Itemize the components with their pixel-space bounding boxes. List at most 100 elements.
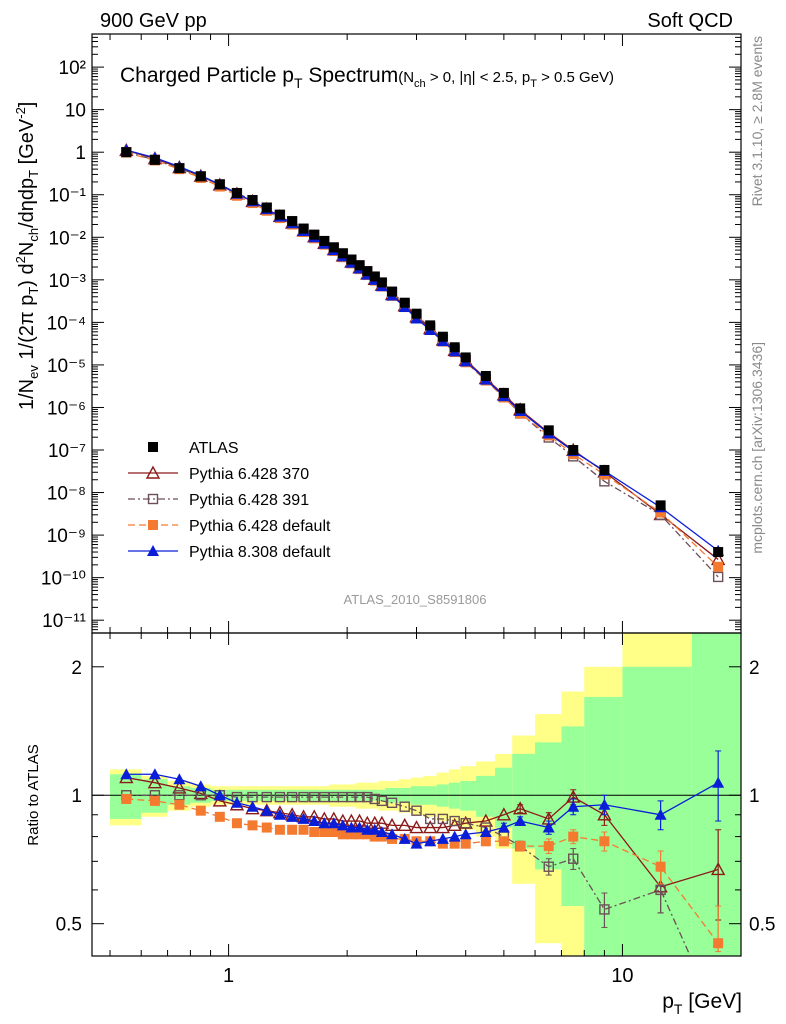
ratio-point <box>515 841 526 852</box>
ratio-point <box>261 791 272 803</box>
legend-marker <box>145 465 161 479</box>
ratio-point <box>712 776 725 788</box>
atlas-point <box>287 216 298 227</box>
ratio-point <box>655 861 666 872</box>
atlas-point <box>174 163 185 174</box>
ratio-point <box>713 938 724 949</box>
ratio-point <box>194 780 207 792</box>
atlas-point <box>599 464 610 475</box>
ratio-point <box>274 824 285 835</box>
main-line <box>126 151 719 568</box>
ratio-point <box>195 805 206 816</box>
ratio-line <box>126 776 719 888</box>
ratio-ylabel: Ratio to ATLAS <box>25 744 42 845</box>
ratio-point <box>543 841 554 852</box>
ratio-point <box>435 820 451 834</box>
y-tick-label: 10⁻⁷ <box>48 441 86 462</box>
ratio-point <box>410 837 423 849</box>
ratio-point <box>397 817 412 832</box>
main-point <box>712 571 724 583</box>
x-tick-label: 1 <box>223 965 234 987</box>
ratio-point <box>346 829 357 840</box>
ratio-y-tick-label-right: 2 <box>749 658 760 679</box>
ratio-point <box>149 795 160 806</box>
ratio-point <box>120 768 133 780</box>
ratio-point <box>497 821 510 833</box>
atlas-point <box>214 179 225 190</box>
ratio-point <box>148 768 161 780</box>
ratio-point <box>423 820 438 834</box>
ratio-y-tick-label-right: 0.5 <box>749 915 775 936</box>
ratio-point <box>460 817 471 829</box>
ratio-y-tick-label: 1 <box>71 786 82 807</box>
ratio-point <box>369 793 380 805</box>
x-axis-label: pT [GeV] <box>662 990 742 1017</box>
atlas-point <box>437 331 448 342</box>
atlas-point <box>713 547 724 558</box>
ratio-point <box>654 808 667 820</box>
legend-label: Pythia 8.308 default <box>189 544 331 561</box>
ratio-point <box>308 815 321 827</box>
ratio-point <box>369 831 380 842</box>
stat-band <box>622 666 692 956</box>
y-tick-label: 10⁻¹⁰ <box>41 569 86 590</box>
ratio-point <box>398 832 411 844</box>
legend-label: Pythia 6.428 370 <box>189 466 309 483</box>
atlas-point <box>309 229 320 240</box>
ratio-point <box>172 780 187 794</box>
ratio-point <box>710 861 726 876</box>
atlas-point <box>337 248 348 259</box>
legend-marker <box>148 442 158 452</box>
x-tick-label: 10 <box>611 965 633 987</box>
ratio-point <box>368 823 381 835</box>
ratio-point <box>424 835 437 847</box>
y-tick-label: 10⁻⁸ <box>47 484 86 505</box>
ratio-point <box>318 817 331 829</box>
ratio-point <box>309 791 320 803</box>
stat-band <box>561 726 585 907</box>
atlas-point <box>247 195 258 206</box>
ratio-point <box>327 817 340 829</box>
y-tick-label: 10⁻⁴ <box>47 313 86 334</box>
ratio-point <box>286 810 299 822</box>
ratio-point <box>496 807 512 821</box>
ratio-point <box>174 799 185 810</box>
ratio-point <box>286 791 298 803</box>
y-tick-label: 10⁻⁹ <box>47 526 86 547</box>
ratio-point <box>173 773 186 785</box>
ratio-point <box>147 775 163 789</box>
atlas-point <box>231 187 242 198</box>
ratio-point <box>424 813 436 825</box>
ratio-point <box>376 795 388 807</box>
y-tick-label: 10⁻¹¹ <box>42 611 86 632</box>
ratio-point <box>354 791 365 803</box>
atlas-point <box>149 154 160 165</box>
stat-band <box>584 696 623 956</box>
side-text-bottom: mcplots.cern.ch [arXiv:1306.3436] <box>749 342 765 554</box>
header-right: Soft QCD <box>647 10 733 32</box>
ratio-point <box>437 813 449 825</box>
ratio-point <box>273 808 286 820</box>
ratio-point <box>399 801 410 812</box>
stat-band <box>460 780 477 811</box>
y-tick-label: 10 <box>65 101 86 122</box>
ratio-point <box>287 824 298 835</box>
ratio-point <box>512 801 528 815</box>
series-atlas <box>121 147 724 558</box>
main-point <box>655 507 666 518</box>
ratio-point <box>298 824 309 835</box>
ratio-point <box>362 791 373 803</box>
ratio-point <box>230 796 243 808</box>
ratio-point <box>598 798 611 810</box>
ratio-point <box>354 829 365 840</box>
ratio-point <box>514 815 527 827</box>
ratio-point <box>345 821 358 833</box>
main-ylabel: 1/Nev 1/(2π pT) d2Nch/dηdpT [GeV-2] <box>13 102 41 410</box>
ratio-point <box>459 828 472 840</box>
ratio-point <box>448 830 461 842</box>
legend-label: Pythia 6.428 391 <box>189 492 309 509</box>
main-line <box>126 151 719 578</box>
ratio-point <box>655 884 666 896</box>
ratio-point <box>542 821 555 833</box>
